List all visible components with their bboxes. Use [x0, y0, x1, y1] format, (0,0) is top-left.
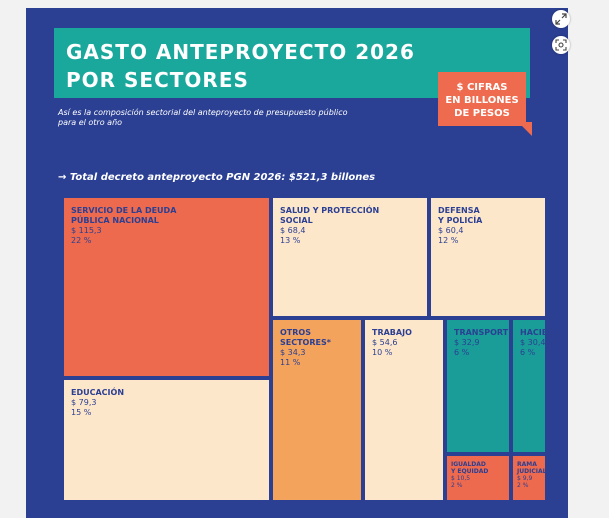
treemap-cell-value: $ 60,4: [438, 226, 464, 235]
expand-arrows-icon: [555, 13, 567, 25]
treemap-cell-value: $ 68,4: [280, 226, 306, 235]
title-line-1: GASTO ANTEPROYECTO 2026: [66, 40, 415, 64]
treemap-cell: IGUALDAD Y EQUIDAD $ 10,5 2 %: [447, 456, 509, 500]
treemap-cell-value: $ 34,3: [280, 348, 306, 357]
treemap-cell-percent: 13 %: [280, 236, 301, 245]
treemap-cell-value: $ 32,9: [454, 338, 480, 347]
treemap-cell-percent: 6 %: [454, 348, 470, 357]
treemap-cell-percent: 11 %: [280, 358, 301, 367]
treemap-cell-percent: 2 %: [517, 482, 529, 489]
treemap-cell-value: $ 10,5: [451, 475, 471, 482]
treemap-cell-label: HACIENDA: [520, 328, 545, 337]
treemap-cell-value: $ 79,3: [71, 398, 97, 407]
treemap-cell-label: OTROS SECTORES*: [280, 328, 331, 347]
treemap-cell-percent: 10 %: [372, 348, 393, 357]
treemap-cell-value: $ 115,3: [71, 226, 102, 235]
treemap-cell-percent: 6 %: [520, 348, 536, 357]
treemap-cell-label: IGUALDAD Y EQUIDAD: [451, 461, 489, 475]
treemap-cell: DEFENSA Y POLICÍA $ 60,4 12 %: [431, 198, 545, 316]
treemap-cell: SERVICIO DE LA DEUDA PÚBLICA NACIONAL $ 1…: [64, 198, 269, 376]
badge-line-3: DE PESOS: [454, 108, 510, 119]
subtitle-line-2: para el otro año: [58, 118, 123, 127]
badge-line-2: EN BILLONES: [445, 95, 519, 106]
badge-tail: [518, 122, 532, 136]
treemap-cell-value: $ 54,6: [372, 338, 398, 347]
treemap-cell: TRANSPORTE $ 32,9 6 %: [447, 320, 509, 452]
infographic: GASTO ANTEPROYECTO 2026 POR SECTORES $ C…: [26, 8, 568, 518]
units-badge: $ CIFRAS EN BILLONES DE PESOS: [438, 72, 526, 126]
treemap-cell-label: SERVICIO DE LA DEUDA PÚBLICA NACIONAL: [71, 206, 177, 225]
treemap-cell: SALUD Y PROTECCIÓN SOCIAL $ 68,4 13 %: [273, 198, 427, 316]
treemap-cell: OTROS SECTORES* $ 34,3 11 %: [273, 320, 361, 500]
treemap-chart: SERVICIO DE LA DEUDA PÚBLICA NACIONAL $ 1…: [64, 198, 545, 500]
badge-line-1: $ CIFRAS: [456, 82, 508, 93]
expand-button[interactable]: [552, 10, 570, 28]
total-line: → Total decreto anteproyecto PGN 2026: $…: [58, 172, 376, 183]
treemap-cell-label: DEFENSA Y POLICÍA: [438, 206, 483, 225]
subtitle-line-1: Así es la composición sectorial del ante…: [58, 108, 348, 117]
treemap-cell: EDUCACIÓN $ 79,3 15 %: [64, 380, 269, 500]
title-banner: GASTO ANTEPROYECTO 2026 POR SECTORES: [54, 28, 530, 98]
treemap-cell-label: RAMA JUDICIAL: [517, 461, 545, 475]
treemap-cell-percent: 12 %: [438, 236, 459, 245]
lens-search-icon: [555, 39, 567, 51]
treemap-cell-label: TRANSPORTE: [454, 328, 509, 337]
lens-button[interactable]: [552, 36, 570, 54]
treemap-cell-percent: 15 %: [71, 408, 92, 417]
treemap-cell-label: SALUD Y PROTECCIÓN SOCIAL: [280, 206, 380, 225]
treemap-cell: HACIENDA$ 30,46 %: [513, 320, 545, 452]
treemap-cell: TRABAJO $ 54,6 10 %: [365, 320, 443, 500]
treemap-cell: RAMA JUDICIAL $ 9,9 2 %: [513, 456, 545, 500]
treemap-cell-label: TRABAJO: [372, 328, 412, 337]
title-line-2: POR SECTORES: [66, 68, 249, 92]
treemap-cell-value: $ 9,9: [517, 475, 533, 482]
treemap-cell-percent: 2 %: [451, 482, 463, 489]
treemap-cell-percent: 22 %: [71, 236, 92, 245]
treemap-cell-value: $ 30,4: [520, 338, 545, 347]
treemap-cell-label: EDUCACIÓN: [71, 388, 125, 397]
